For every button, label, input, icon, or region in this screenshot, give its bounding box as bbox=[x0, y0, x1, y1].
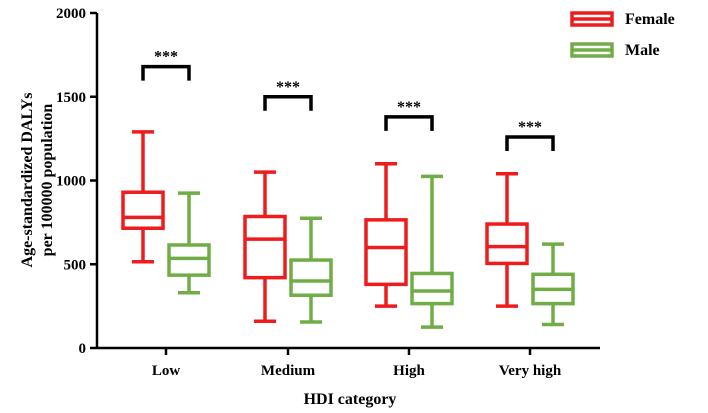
x-tick-label: Low bbox=[152, 363, 181, 379]
bracket-line bbox=[505, 135, 555, 151]
significance-markers: *** *** *** *** bbox=[141, 49, 555, 151]
significance-bracket: *** bbox=[141, 49, 191, 81]
legend-label: Male bbox=[625, 42, 660, 59]
bracket-line bbox=[263, 95, 313, 111]
y-axis-title-line: Age-standardized DALYs bbox=[19, 93, 36, 268]
box-iqr bbox=[289, 258, 333, 297]
legend-item-female: Female bbox=[570, 11, 675, 28]
legend: Female Male bbox=[570, 11, 675, 59]
bracket-line bbox=[141, 64, 191, 81]
male-box-high bbox=[410, 174, 454, 329]
significance-bracket: *** bbox=[384, 99, 434, 131]
female-box-low bbox=[121, 130, 165, 264]
x-tick-label: High bbox=[393, 363, 425, 379]
male-box-low bbox=[167, 191, 211, 295]
box-iqr bbox=[364, 218, 408, 287]
female-box-medium bbox=[243, 170, 287, 323]
y-tick-label: 2000 bbox=[56, 6, 86, 22]
significance-bracket: *** bbox=[263, 79, 313, 111]
y-axis-title: Age-standardized DALYs per 100000 populat… bbox=[19, 93, 56, 268]
significance-label: *** bbox=[397, 99, 421, 116]
y-axis-title-line: per 100000 population bbox=[39, 104, 56, 257]
male-box-very-high bbox=[531, 242, 575, 327]
box-iqr bbox=[243, 214, 287, 280]
male-box-medium bbox=[289, 216, 333, 324]
x-tick-label: Medium bbox=[261, 363, 316, 379]
significance-bracket: *** bbox=[505, 119, 555, 151]
significance-label: *** bbox=[518, 119, 542, 136]
female-box-high bbox=[364, 162, 408, 308]
legend-label: Female bbox=[625, 11, 675, 28]
x-tick-label: Very high bbox=[499, 363, 562, 379]
box-iqr bbox=[410, 271, 454, 306]
significance-label: *** bbox=[154, 49, 178, 66]
y-tick-label: 1500 bbox=[56, 90, 86, 106]
female-box-very-high bbox=[485, 172, 529, 308]
x-axis-title: HDI category bbox=[304, 391, 397, 408]
y-tick-label: 0 bbox=[79, 341, 87, 357]
significance-label: *** bbox=[276, 79, 300, 96]
y-tick-label: 500 bbox=[64, 257, 87, 273]
bracket-line bbox=[384, 115, 434, 131]
box-iqr bbox=[485, 222, 529, 266]
legend-item-male: Male bbox=[570, 42, 660, 59]
y-tick-label: 1000 bbox=[56, 174, 86, 190]
y-axis: 0 500 1000 1500 2000 bbox=[56, 6, 99, 357]
box-iqr bbox=[121, 190, 165, 230]
plot-area bbox=[121, 130, 575, 329]
x-axis: Low Medium High Very high bbox=[97, 346, 600, 379]
